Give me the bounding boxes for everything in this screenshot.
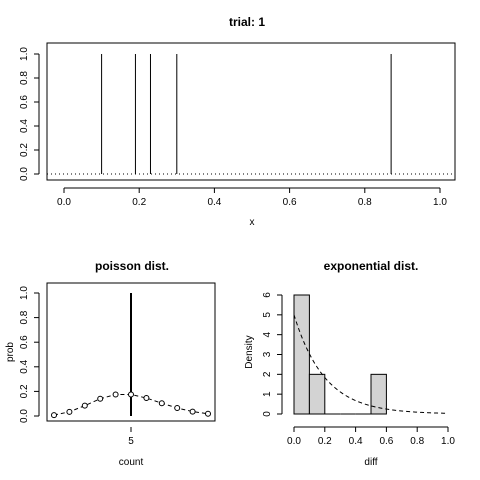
trial-panel: trial: 1 0.0 0.2 0.4 0.6 0.8 1.0 0.0 0.2 0.4 0.6… bbox=[19, 15, 456, 228]
trial-x-tick-label: 0.0 bbox=[57, 197, 71, 208]
poisson-x-label: count bbox=[119, 457, 144, 468]
trial-x-axis: 0.0 0.2 0.4 0.6 0.8 1.0 bbox=[57, 187, 447, 208]
trial-x-tick-label: 0.2 bbox=[132, 197, 146, 208]
poisson-pmf-point bbox=[143, 395, 150, 402]
exponential-x-axis: 0.0 0.2 0.4 0.6 0.8 1.0 bbox=[287, 426, 455, 447]
exponential-y-tick-label: 4 bbox=[262, 331, 273, 337]
poisson-y-tick-label: 1.0 bbox=[19, 286, 30, 300]
exponential-y-tick-label: 2 bbox=[262, 371, 273, 377]
trial-marks bbox=[47, 54, 455, 175]
poisson-pmf-point bbox=[97, 395, 104, 402]
poisson-y-axis: 0.0 0.2 0.4 0.6 0.8 1.0 bbox=[19, 286, 40, 423]
histogram-bar bbox=[293, 294, 310, 415]
poisson-pmf-point bbox=[205, 410, 211, 417]
trial-y-tick-label: 0.0 bbox=[19, 167, 30, 181]
exponential-y-tick-label: 1 bbox=[262, 391, 273, 397]
trial-x-tick-label: 0.4 bbox=[207, 197, 221, 208]
poisson-pmf-point bbox=[51, 412, 57, 419]
trial-y-tick-label: 0.6 bbox=[19, 95, 30, 109]
exponential-panel: exponential dist. 0.0 0.2 0.4 0.6 0.8 1.0 0 1 2… bbox=[244, 259, 455, 468]
trial-plot-frame bbox=[46, 42, 456, 181]
trial-x-tick-label: 1.0 bbox=[433, 197, 447, 208]
poisson-pmf-point bbox=[189, 408, 196, 415]
exponential-x-tick-label: 0.6 bbox=[379, 436, 393, 447]
trial-x-tick-label: 0.8 bbox=[358, 197, 372, 208]
poisson-pmf-point bbox=[112, 391, 119, 398]
histogram-bar bbox=[308, 373, 326, 415]
trial-y-tick-label: 0.2 bbox=[19, 143, 30, 157]
poisson-panel: poisson dist. 5 0.0 0.2 0.4 0.6 0.8 1.0 count… bbox=[5, 259, 216, 468]
histogram-bar bbox=[370, 373, 387, 415]
poisson-marks bbox=[51, 293, 211, 419]
poisson-y-tick-label: 0.6 bbox=[19, 335, 30, 349]
exponential-x-tick-label: 0.0 bbox=[287, 436, 301, 447]
trial-x-label: x bbox=[250, 217, 255, 228]
trial-y-tick-label: 1.0 bbox=[19, 47, 30, 61]
exponential-x-tick-label: 1.0 bbox=[441, 436, 455, 447]
poisson-y-tick-label: 0.4 bbox=[19, 359, 30, 373]
poisson-x-axis: 5 bbox=[128, 427, 134, 447]
exponential-x-tick-label: 0.8 bbox=[410, 436, 424, 447]
poisson-y-tick-label: 0.8 bbox=[19, 310, 30, 324]
exponential-x-tick-label: 0.4 bbox=[349, 436, 363, 447]
poisson-y-tick-label: 0.0 bbox=[19, 409, 30, 423]
exponential-y-axis: 0 1 2 3 4 5 6 bbox=[262, 292, 283, 417]
exponential-y-tick-label: 3 bbox=[262, 351, 273, 357]
poisson-pmf-point bbox=[158, 400, 165, 407]
exponential-marks bbox=[293, 294, 449, 415]
exponential-y-tick-label: 0 bbox=[262, 411, 273, 417]
exponential-x-label: diff bbox=[364, 457, 377, 468]
poisson-pmf-point bbox=[66, 408, 73, 415]
trial-title: trial: 1 bbox=[229, 15, 265, 29]
exponential-y-tick-label: 6 bbox=[262, 292, 273, 298]
poisson-pmf-point bbox=[128, 391, 134, 398]
poisson-y-label: prob bbox=[5, 342, 16, 362]
exponential-x-tick-label: 0.2 bbox=[318, 436, 332, 447]
poisson-x-tick-label: 5 bbox=[128, 436, 134, 447]
poisson-plot-frame bbox=[46, 282, 216, 422]
trial-y-tick-label: 0.8 bbox=[19, 71, 30, 85]
exponential-density-curve bbox=[293, 314, 449, 414]
poisson-y-tick-label: 0.2 bbox=[19, 384, 30, 398]
trial-y-axis: 0.0 0.2 0.4 0.6 0.8 1.0 bbox=[19, 47, 40, 181]
trial-x-tick-label: 0.6 bbox=[283, 197, 297, 208]
poisson-title: poisson dist. bbox=[95, 259, 169, 273]
poisson-pmf-point bbox=[174, 405, 181, 412]
exponential-title: exponential dist. bbox=[324, 259, 419, 273]
poisson-pmf-point bbox=[81, 402, 88, 409]
trial-y-tick-label: 0.4 bbox=[19, 119, 30, 133]
exponential-y-tick-label: 5 bbox=[262, 312, 273, 318]
exponential-y-label: Density bbox=[244, 335, 255, 368]
